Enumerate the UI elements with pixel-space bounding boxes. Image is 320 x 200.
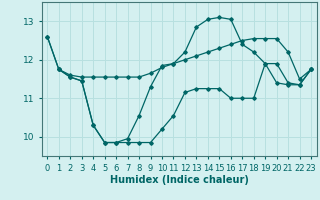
X-axis label: Humidex (Indice chaleur): Humidex (Indice chaleur) xyxy=(110,175,249,185)
